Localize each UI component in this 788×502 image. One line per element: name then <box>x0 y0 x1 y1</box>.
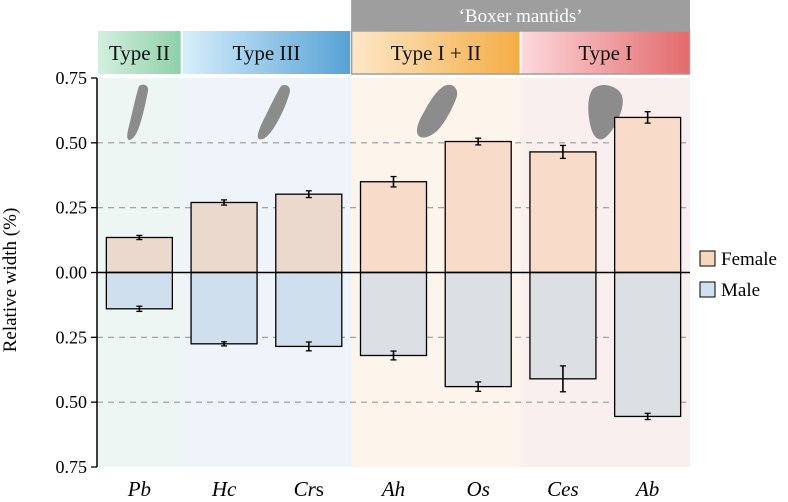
y-tick-label: 0.00 <box>56 263 88 283</box>
bar-female-Ab <box>613 116 682 274</box>
bar-male-Pb <box>105 271 174 310</box>
supergroup-outline <box>350 30 691 75</box>
y-tick-label: 0.25 <box>56 327 88 347</box>
legend-swatch-male <box>699 281 716 298</box>
bar-female-Pb <box>105 236 174 274</box>
group-header-box-4 <box>521 31 689 74</box>
group-headers: Type II Type III Type I + II Type I ‘Boxer m… <box>98 0 691 75</box>
group-header-box-3 <box>352 31 520 74</box>
x-tick-label-Os: Os <box>467 477 490 501</box>
x-tick-label-Hc: Hc <box>211 477 237 501</box>
x-tick-label-Ces: Ces <box>547 477 579 501</box>
shell-shape-icon <box>257 85 290 140</box>
shell-shape-path <box>257 85 290 140</box>
group-header-label: Type III <box>232 41 300 65</box>
bar-male-Hc <box>190 271 258 345</box>
y-tick-label: 0.50 <box>56 392 88 412</box>
legend-label-male: Male <box>721 280 760 301</box>
bar-male-Ces <box>529 271 597 380</box>
y-tick-label: 0.75 <box>56 68 88 88</box>
group-header-label: Type I + II <box>391 41 481 65</box>
bar-male-Os <box>444 271 512 388</box>
bar-male-Ah <box>359 271 428 357</box>
x-tick-labels: Pb Hc Crs Ah Os Ces Ab <box>127 477 660 501</box>
group-header-label: Type II <box>109 41 170 65</box>
x-tick-label-Pb: Pb <box>127 477 151 501</box>
supergroup-label: ‘Boxer mantids’ <box>459 6 583 27</box>
group-header-label: Type I <box>578 41 632 65</box>
bar-female-Ah <box>359 181 428 274</box>
bar-male-Ab <box>613 271 682 418</box>
bar-female-Ces <box>529 151 597 274</box>
shell-shape-icon <box>127 84 149 141</box>
shell-shape-icon <box>416 84 458 138</box>
legend-label-female: Female <box>721 249 777 270</box>
bar-female-Hc <box>190 201 258 274</box>
y-axis: 0.75 0.50 0.25 0.00 0.25 0.50 0.75 <box>56 68 98 477</box>
x-tick-label-Crs: Crs <box>294 477 324 501</box>
legend-swatch-female <box>699 250 716 267</box>
bar-female-Crs <box>275 193 343 274</box>
y-axis-label: Relative width (%) <box>0 208 21 353</box>
group-header-box-1 <box>98 31 181 74</box>
y-tick-label: 0.25 <box>56 198 88 218</box>
shell-shape-path <box>127 84 149 141</box>
supergroup-bar <box>351 0 690 31</box>
shell-shape-path <box>416 84 458 138</box>
x-tick-label-Ab: Ab <box>634 477 659 501</box>
y-tick-label: 0.50 <box>56 133 88 153</box>
bars <box>97 111 690 421</box>
y-tick-label: 0.75 <box>56 457 88 477</box>
bar-male-Crs <box>275 271 343 348</box>
bar-female-Os <box>444 140 512 274</box>
legend: Female Male <box>699 249 777 301</box>
x-tick-label-Ah: Ah <box>380 477 405 501</box>
group-header-box-2 <box>182 31 351 74</box>
